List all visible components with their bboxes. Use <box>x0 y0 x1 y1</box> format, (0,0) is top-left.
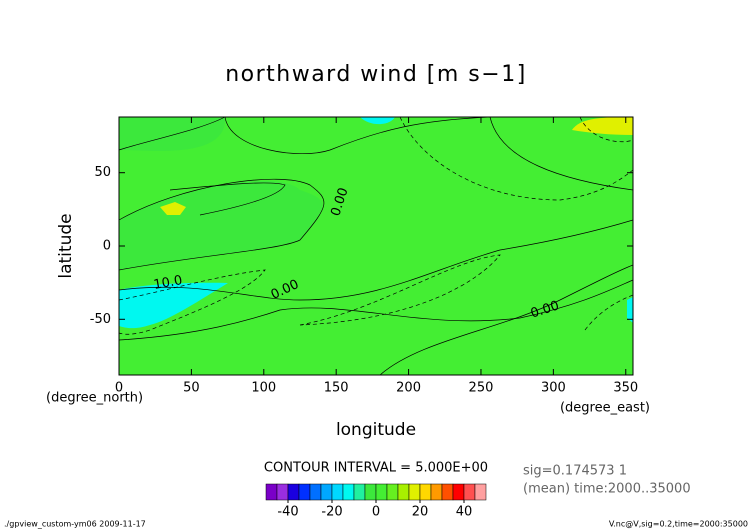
x-unit: (degree_north) <box>46 391 143 406</box>
contour-line <box>489 116 634 191</box>
colorbar-box <box>320 483 333 501</box>
colorbar-box <box>430 483 443 501</box>
field-region <box>119 117 323 270</box>
colorbar-box <box>353 483 366 501</box>
colorbar-box <box>452 483 465 501</box>
y-axis-label: latitude <box>56 213 76 278</box>
contour-label: 10.0 <box>152 273 183 293</box>
x-tick-label: 300 <box>541 381 566 396</box>
contour-line <box>118 279 634 341</box>
x-tick-label: 350 <box>613 381 638 396</box>
colorbar-box <box>397 483 410 501</box>
contour-line <box>118 219 634 301</box>
field-region <box>627 297 633 323</box>
x-tick-label: 100 <box>251 381 276 396</box>
contour-line <box>379 264 634 376</box>
field-region <box>160 202 186 215</box>
colorbar-box <box>419 483 432 501</box>
contour-interval: CONTOUR INTERVAL = 5.000E+00 <box>264 461 488 476</box>
colorbar-box <box>276 483 289 501</box>
info: (mean) time:2000..35000 <box>523 482 691 497</box>
colorbar-tick-label: -20 <box>321 505 342 520</box>
y-tick-label: -50 <box>90 312 111 327</box>
colorbar-tick-label: 20 <box>412 505 429 520</box>
footer: V.nc@V,sig=0.2,time=2000:35000 <box>609 520 748 529</box>
x-unit: (degree_east) <box>560 401 650 416</box>
colorbar-box <box>331 483 344 501</box>
chart-title: northward wind [m s−1] <box>225 62 527 87</box>
colorbar-box <box>265 483 278 501</box>
colorbar-tick-label: -40 <box>277 505 298 520</box>
field-region <box>572 117 633 135</box>
colorbar-box <box>364 483 377 501</box>
contour-line <box>224 116 491 155</box>
colorbar-box <box>309 483 322 501</box>
colorbar-tick-label: 0 <box>372 505 380 520</box>
y-tick-label: 50 <box>94 165 111 180</box>
x-tick-label: 200 <box>396 381 421 396</box>
colorbar-box <box>463 483 476 501</box>
colorbar-box <box>408 483 421 501</box>
contour-line <box>299 254 501 326</box>
field-region <box>119 282 228 329</box>
x-axis-label: longitude <box>336 420 416 440</box>
contour-line <box>118 269 266 335</box>
contour-line <box>399 116 634 201</box>
y-tick-label: 0 <box>103 239 111 254</box>
colorbar-box <box>287 483 300 501</box>
colorbar-box <box>298 483 311 501</box>
contour-line <box>584 294 634 331</box>
contour-line <box>118 116 226 151</box>
footer: ./gpview_custom-ym06 2009-11-17 <box>4 520 146 529</box>
colorbar-box <box>441 483 454 501</box>
field-region <box>360 117 395 125</box>
contour-line <box>118 178 325 271</box>
colorbar-box <box>386 483 399 501</box>
x-tick-label: 150 <box>324 381 349 396</box>
x-tick-label: 0 <box>115 381 123 396</box>
info: sig=0.174573 1 <box>523 464 627 479</box>
contour-field <box>118 116 634 376</box>
x-tick-label: 50 <box>183 381 200 396</box>
contour-line <box>579 116 634 143</box>
colorbar-tick-label: 40 <box>456 505 473 520</box>
contour-line <box>169 182 286 216</box>
colorbar-box <box>342 483 355 501</box>
x-tick-label: 250 <box>469 381 494 396</box>
colorbar-box <box>375 483 388 501</box>
colorbar-box <box>474 483 487 501</box>
